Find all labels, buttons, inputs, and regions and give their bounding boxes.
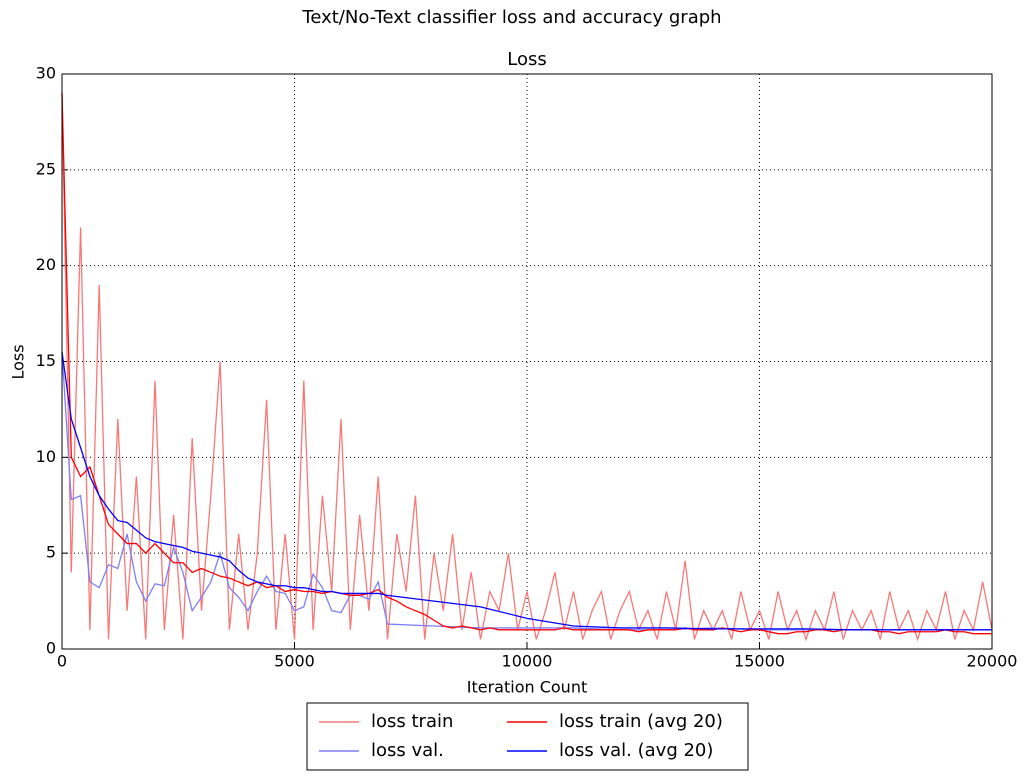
x-tick-label: 0: [57, 652, 67, 671]
x-tick-label: 5000: [274, 652, 315, 671]
legend-box: [306, 702, 749, 771]
y-tick-label: 25: [36, 159, 56, 178]
legend-label: loss val.: [371, 740, 444, 761]
x-tick-label: 20000: [967, 652, 1018, 671]
chart-title: Loss: [507, 49, 546, 70]
legend-label: loss train: [371, 711, 453, 732]
y-tick-label: 10: [36, 447, 56, 466]
y-tick-label: 5: [46, 543, 56, 562]
y-tick-label: 20: [36, 255, 56, 274]
plot-frame: [61, 73, 993, 650]
y-tick-label: 15: [36, 351, 56, 370]
suptitle: Text/No-Text classifier loss and accurac…: [301, 7, 721, 28]
series-line: [61, 351, 992, 631]
y-axis-label: Loss: [9, 344, 28, 379]
y-tick-label: 30: [36, 64, 56, 83]
legend-label: loss val. (avg 20): [559, 740, 713, 761]
x-axis-label: Iteration Count: [467, 678, 587, 697]
series-line: [61, 93, 993, 642]
legend-label: loss train (avg 20): [559, 711, 723, 732]
x-tick-label: 15000: [734, 652, 785, 671]
y-tick-label: 0: [46, 639, 56, 658]
x-tick-label: 10000: [502, 652, 553, 671]
series-line: [61, 93, 992, 635]
